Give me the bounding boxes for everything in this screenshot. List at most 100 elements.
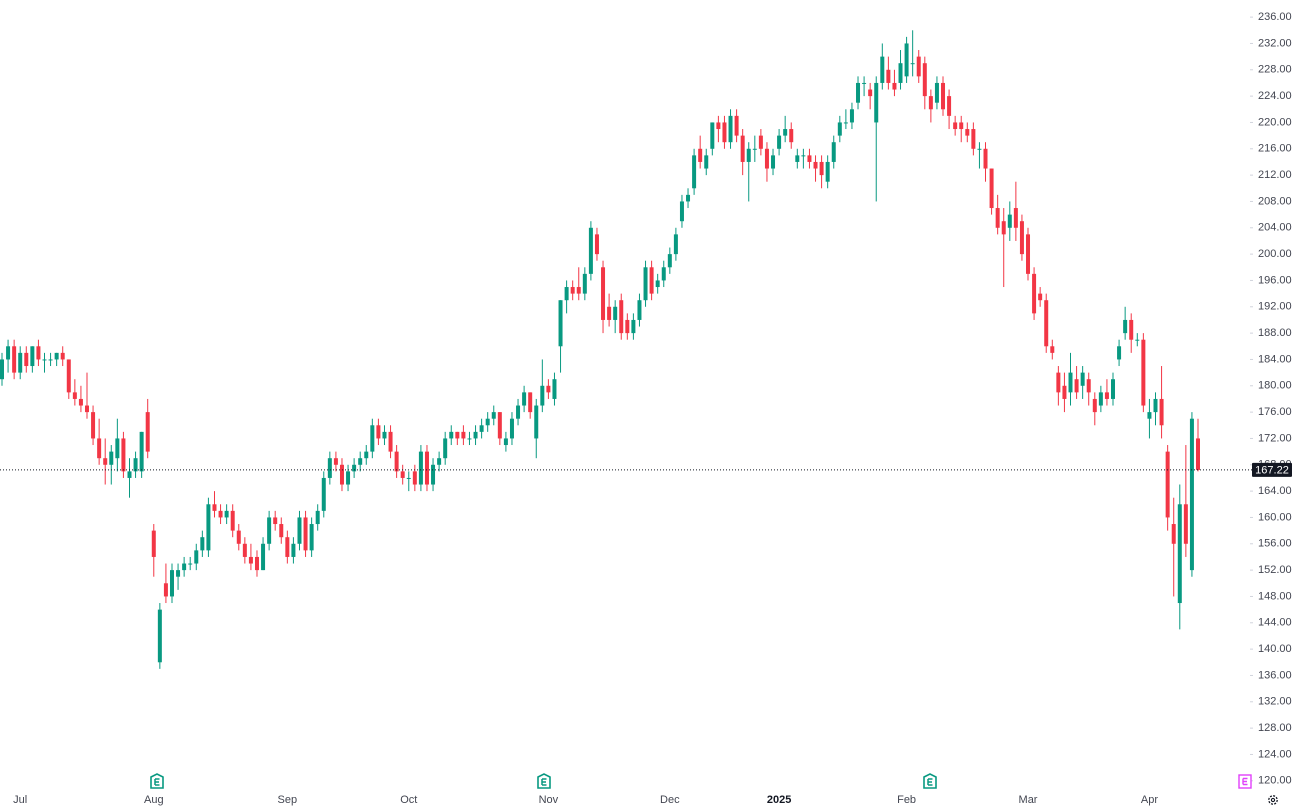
candle-body [631,319,636,334]
candle-body [868,89,873,97]
candle-body [18,352,23,373]
earnings-marker[interactable] [537,773,551,789]
candle-body [42,359,47,361]
y-tick-label: 180.00 [1258,380,1292,392]
marker-glyph [541,778,547,786]
candle-body [843,122,848,124]
x-tick-label: 2025 [767,794,791,806]
candle-body [66,359,71,393]
candle-body [959,122,964,130]
candle-body [746,148,751,162]
candle-body [303,517,308,551]
candle-body [601,267,606,320]
candle-body [109,451,114,465]
candle-body [916,56,921,77]
candle-body [710,122,715,149]
candle-body [267,517,272,544]
candle-body [971,129,976,149]
candle-body [922,63,927,97]
candle-body [315,510,320,525]
candle-body [1080,372,1085,386]
x-tick-label: Oct [400,794,417,806]
x-tick-label: Nov [539,794,559,806]
candle-body [388,431,393,452]
candle-body [364,451,369,459]
y-tick-label: 128.00 [1258,722,1292,734]
y-tick-label: 188.00 [1258,327,1292,339]
candle-body [182,563,187,571]
y-tick-label: 144.00 [1258,617,1292,629]
candle-body [522,392,527,406]
y-tick-label: 124.00 [1258,748,1292,760]
candle-body [698,148,703,162]
candle-body [273,517,278,525]
candle-body [485,418,490,426]
candle-body [588,227,593,274]
candle-body [880,56,885,83]
candle-body [728,115,733,143]
candle-body [1117,346,1122,360]
candle-body [242,543,247,557]
upcoming-earnings-marker[interactable] [1238,774,1252,789]
candle-body [121,438,126,472]
earnings-marker[interactable] [923,773,937,789]
candle-body [461,431,466,439]
candle-body [358,458,363,465]
candle-body [248,556,253,564]
candle-body [1038,293,1043,301]
y-tick-label: 196.00 [1258,274,1292,286]
candle-body [856,82,861,103]
candle-body [370,425,375,452]
candle-body [376,425,381,439]
candle-body [279,524,284,538]
candle-body [576,287,581,294]
candle-body [546,385,551,393]
candle-body [194,550,199,564]
gear-inner [1270,797,1276,803]
candle-body [552,379,557,399]
candle-body [78,398,83,406]
candle-body [607,306,612,320]
candle-body [983,148,988,169]
candle-body [491,412,496,419]
candle-body [1141,339,1146,406]
candle-body [327,458,332,478]
candle-body [291,543,296,557]
x-tick-label: Dec [660,794,680,806]
candle-body [224,510,229,518]
candle-body [1104,392,1109,399]
candle-body [807,155,812,162]
candle-body [722,122,727,143]
candle-body [619,300,624,334]
candle-body [777,135,782,149]
settings-button[interactable] [1268,795,1278,805]
candle-body [1189,418,1194,571]
candle-body [30,346,35,367]
candle-body [60,352,65,360]
candle-body [540,385,545,406]
candle-body [1074,379,1079,393]
earnings-marker[interactable] [150,773,164,789]
candle-body [1056,372,1061,393]
candle-body [831,142,836,162]
y-tick-label: 212.00 [1258,169,1292,181]
y-tick-label: 120.00 [1258,775,1292,787]
candle-body [849,109,854,123]
x-tick-label: Jul [13,794,27,806]
x-tick-label: Sep [278,794,298,806]
candle-body [1123,319,1128,334]
y-tick-label: 176.00 [1258,406,1292,418]
marker-glyph [154,778,160,786]
candle-body [1062,385,1067,399]
candle-body [1147,412,1152,419]
candle-body [1044,300,1049,347]
y-tick-label: 184.00 [1258,353,1292,365]
candle-body [862,82,867,84]
candle-body [6,346,11,360]
candle-body [643,267,648,301]
candle-body [989,168,994,209]
candle-body [1026,234,1031,274]
candle-body [48,359,53,361]
candle-body [582,273,587,294]
candle-body [977,148,982,150]
